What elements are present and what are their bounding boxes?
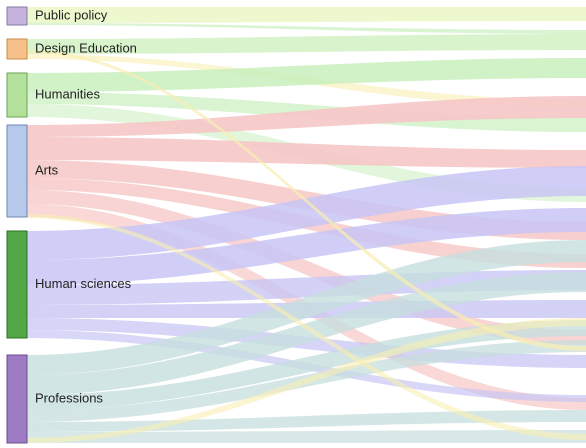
- sankey-node-label: Arts: [35, 162, 59, 177]
- sankey-link: [27, 58, 586, 92]
- sankey-node-professions[interactable]: [6, 354, 28, 444]
- sankey-link: [27, 430, 586, 443]
- sankey-nodes: Public policy Design Education Humanities A…: [6, 6, 137, 444]
- sankey-link: [27, 190, 586, 345]
- sankey-link: [27, 166, 586, 260]
- sankey-node-design-education[interactable]: [6, 38, 28, 60]
- sankey-link: [27, 270, 586, 305]
- sankey-node-label: Humanities: [35, 86, 101, 101]
- sankey-link: [27, 7, 586, 23]
- sankey-link: [27, 23, 586, 34]
- sankey-node-label: Design Education: [35, 40, 137, 55]
- sankey-link: [27, 96, 586, 137]
- sankey-link: [27, 320, 586, 410]
- sankey-link: [27, 34, 586, 54]
- sankey-node-public-policy[interactable]: [6, 6, 28, 26]
- sankey-node-label: Human sciences: [35, 276, 132, 291]
- sankey-node-label: Public policy: [35, 7, 108, 22]
- sankey-node-human-sciences[interactable]: [6, 230, 28, 339]
- sankey-node-humanities[interactable]: [6, 72, 28, 118]
- sankey-link: [27, 272, 586, 395]
- sankey-link: [27, 208, 586, 285]
- sankey-link: [27, 214, 586, 440]
- sankey-link: [27, 137, 586, 168]
- sankey-node-arts[interactable]: [6, 124, 28, 218]
- sankey-node-label: Professions: [35, 390, 103, 405]
- sankey-link: [27, 50, 586, 351]
- sankey-links: [27, 7, 586, 443]
- sankey-link: [27, 240, 586, 375]
- sankey-link: [27, 318, 586, 443]
